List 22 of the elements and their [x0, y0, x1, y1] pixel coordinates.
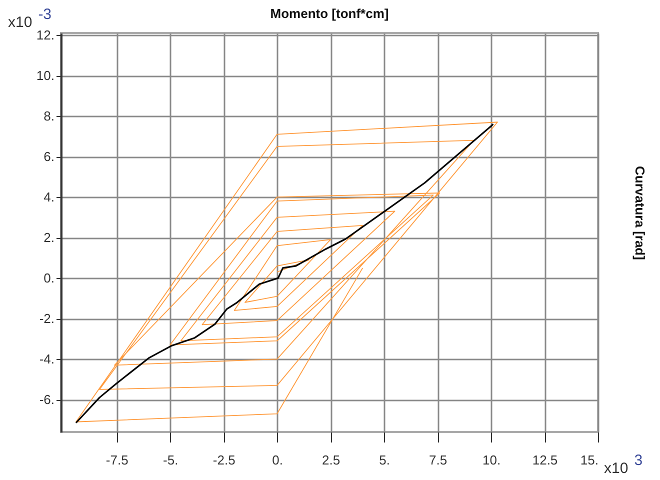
x-tick-label: 5.	[379, 452, 390, 468]
chart-title: Momento [tonf*cm]	[270, 6, 389, 22]
y-tick-label: 8.	[44, 108, 54, 124]
y-tick-label: 6.	[44, 149, 54, 164]
x-tick-label: 15.	[580, 452, 598, 468]
x-tick-label: 2.5	[322, 452, 340, 468]
y-tick-label: 12.	[36, 28, 54, 43]
y-tick-label: 4.	[44, 190, 54, 205]
x-tick-label: -2.5	[212, 452, 236, 468]
x-tick-label: 10.	[482, 452, 501, 468]
x-tick-label: -5.	[163, 452, 178, 468]
y-tick-label: -6.	[39, 392, 54, 408]
y-tick-label: -4.	[39, 352, 54, 367]
x-tick-label: 7.5	[429, 452, 448, 468]
y-tick-label: 10.	[36, 68, 54, 84]
y-tick-label: 0.	[44, 270, 54, 286]
y-tick-label: -2.	[39, 311, 54, 326]
y-tick-label: 2.	[44, 230, 54, 246]
x-tick-label: -7.5	[106, 452, 128, 468]
y-axis-title: Curvatura [rad]	[632, 166, 648, 260]
x-tick-label: 0.	[272, 452, 284, 468]
x-tick-label: 12.5	[532, 452, 558, 468]
